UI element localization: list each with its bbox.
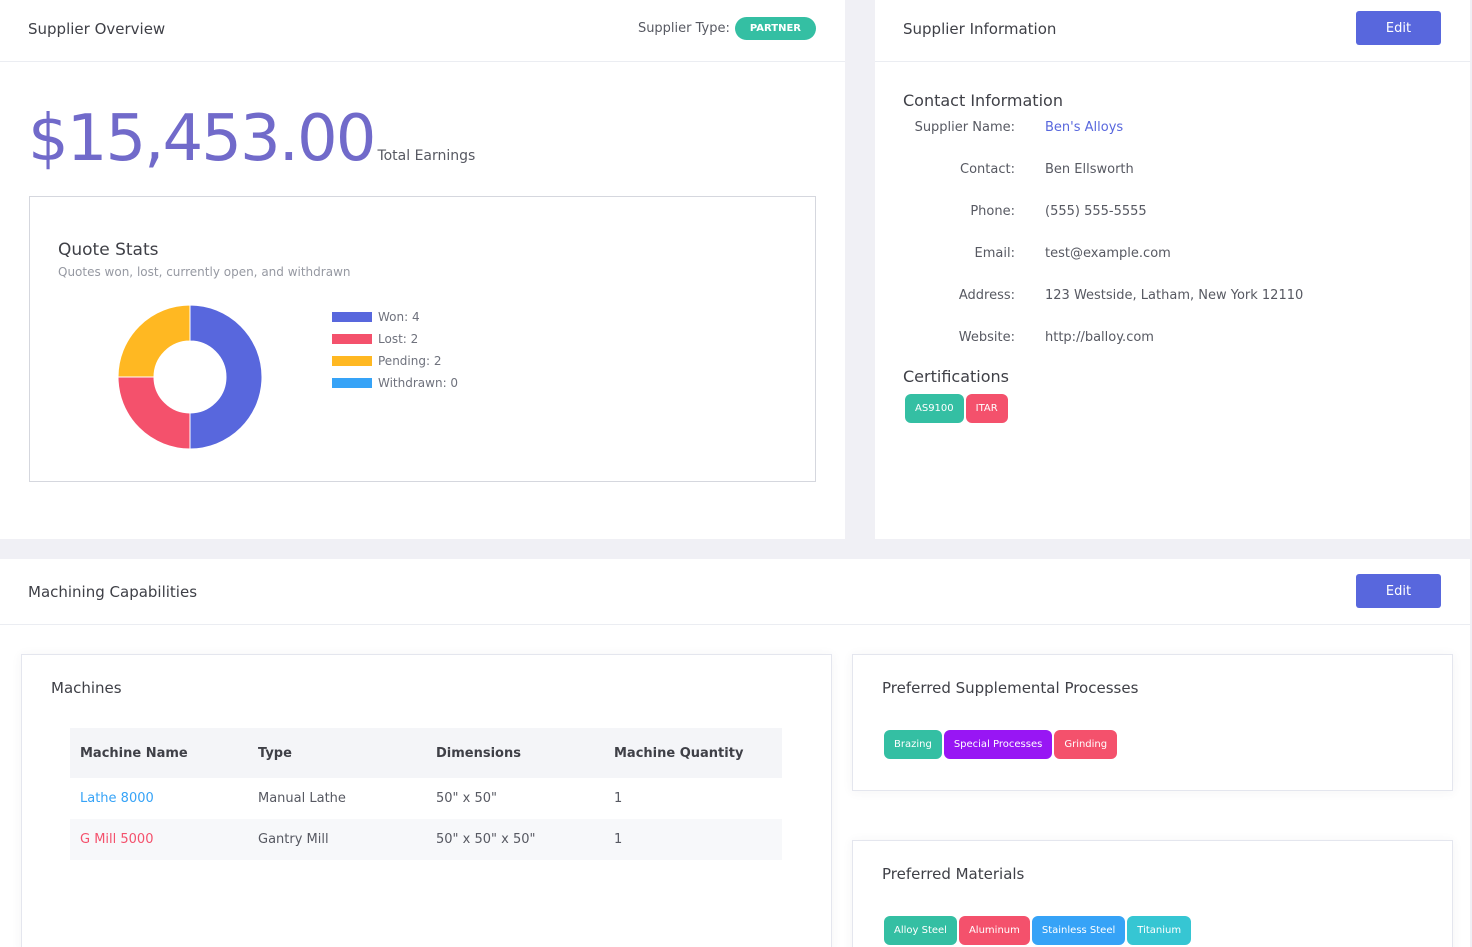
legend-swatch	[332, 312, 372, 322]
machine-type-cell: Gantry Mill	[248, 819, 426, 860]
column-header: Machine Name	[70, 728, 248, 778]
contact-field-value[interactable]: Ben's Alloys	[1045, 120, 1124, 135]
donut-slice-pending	[117, 304, 191, 378]
panel-title: Supplier Information	[903, 20, 1057, 38]
total-earnings-amount: $15,453.00	[28, 102, 376, 176]
donut-slice-won	[189, 304, 263, 450]
contact-field-row: Supplier Name: Ben's Alloys	[875, 120, 1470, 140]
material-badge: Aluminum	[958, 916, 1030, 945]
machines-card: Machines Machine Name Type Dimensions Ma…	[21, 654, 832, 947]
quote-stats-subtitle: Quotes won, lost, currently open, and wi…	[58, 265, 351, 279]
contact-fields: Supplier Name: Ben's Alloys Contact: Ben El…	[875, 120, 1470, 360]
material-badge: Titanium	[1127, 916, 1192, 945]
column-header: Type	[248, 728, 426, 778]
material-badge: Stainless Steel	[1031, 916, 1126, 945]
table-row: Lathe 8000 Manual Lathe 50" x 50" 1	[70, 778, 782, 819]
contact-field-label: Phone:	[970, 204, 1015, 219]
edit-capabilities-button[interactable]: Edit	[1356, 574, 1441, 608]
contact-field-value: Ben Ellsworth	[1045, 162, 1134, 177]
machine-name-cell[interactable]: G Mill 5000	[70, 819, 248, 860]
supplier-type-badge: PARTNER	[734, 17, 816, 40]
machine-quantity-cell: 1	[614, 791, 623, 806]
legend-label: Pending: 2	[378, 354, 442, 368]
machines-table: Machine Name Type Dimensions Machine Qua…	[70, 728, 782, 860]
certifications-list: AS9100 ITAR	[905, 394, 1010, 423]
processes-card: Preferred Supplemental Processes Brazing…	[852, 654, 1453, 791]
legend-swatch	[332, 356, 372, 366]
processes-list: Brazing Special Processes Grinding	[884, 730, 1119, 759]
contact-field-value: (555) 555-5555	[1045, 204, 1147, 219]
materials-card: Preferred Materials Alloy Steel Aluminum S…	[852, 840, 1453, 947]
quote-stats-title: Quote Stats	[58, 240, 159, 260]
supplier-information-panel: Supplier Information Edit Contact Inform…	[875, 0, 1470, 539]
total-earnings-label: Total Earnings	[377, 148, 476, 164]
panel-title: Supplier Overview	[28, 20, 166, 38]
contact-field-row: Email: test@example.com	[875, 246, 1470, 266]
legend-swatch	[332, 378, 372, 388]
column-header: Dimensions	[426, 728, 604, 778]
table-row: G Mill 5000 Gantry Mill 50" x 50" x 50" 1	[70, 819, 782, 860]
materials-list: Alloy Steel Aluminum Stainless Steel Titani…	[884, 916, 1193, 945]
table-header-row: Machine Name Type Dimensions Machine Qua…	[70, 728, 782, 778]
legend-label: Won: 4	[378, 310, 420, 324]
contact-field-value: 123 Westside, Latham, New York 12110	[1045, 288, 1304, 303]
contact-field-label: Supplier Name:	[914, 120, 1015, 135]
machine-dimensions-cell: 50" x 50"	[436, 791, 498, 806]
contact-field-value: http://balloy.com	[1045, 330, 1154, 345]
supplier-type-label: Supplier Type:	[637, 21, 730, 36]
certification-badge: ITAR	[965, 394, 1008, 423]
contact-field-label: Website:	[958, 330, 1015, 345]
material-badge: Alloy Steel	[884, 916, 957, 945]
legend-swatch	[332, 334, 372, 344]
machine-name-cell[interactable]: Lathe 8000	[80, 791, 154, 806]
contact-field-label: Address:	[958, 288, 1015, 303]
processes-title: Preferred Supplemental Processes	[882, 679, 1139, 697]
donut-slice-lost	[117, 376, 191, 450]
contact-field-row: Phone: (555) 555-5555	[875, 204, 1470, 224]
machines-title: Machines	[51, 679, 122, 697]
certifications-heading: Certifications	[903, 367, 1009, 386]
panel-header: Machining Capabilities Edit	[0, 559, 1470, 625]
contact-field-row: Contact: Ben Ellsworth	[875, 162, 1470, 182]
quote-stats-donut-chart	[117, 304, 263, 450]
machine-dimensions-cell: 50" x 50" x 50"	[426, 819, 604, 860]
legend-item: Won: 4	[332, 309, 420, 325]
column-header: Machine Quantity	[604, 728, 782, 778]
machines-table-body: Lathe 8000 Manual Lathe 50" x 50" 1 G Mill 5…	[70, 778, 782, 860]
legend-item: Lost: 2	[332, 331, 418, 347]
machine-quantity-cell: 1	[604, 819, 782, 860]
quote-stats-legend: Won: 4 Lost: 2 Pending: 2 Withdrawn: 0	[332, 309, 532, 399]
legend-label: Lost: 2	[378, 332, 419, 346]
contact-field-label: Contact:	[960, 162, 1015, 177]
legend-item: Withdrawn: 0	[332, 375, 458, 391]
quote-stats-card: Quote Stats Quotes won, lost, currently …	[29, 196, 816, 482]
contact-field-label: Email:	[974, 246, 1015, 261]
panel-header: Supplier Overview Supplier Type: PARTNER	[0, 0, 845, 62]
certification-badge: AS9100	[905, 394, 964, 423]
machine-type-cell: Manual Lathe	[258, 791, 346, 806]
edit-supplier-info-button[interactable]: Edit	[1356, 11, 1441, 45]
contact-field-value: test@example.com	[1045, 246, 1171, 261]
process-badge: Brazing	[884, 730, 942, 759]
legend-label: Withdrawn: 0	[378, 376, 459, 390]
machining-capabilities-panel: Machining Capabilities Edit Machines Mac…	[0, 559, 1470, 947]
total-earnings: $15,453.00 Total Earnings	[28, 102, 475, 176]
legend-item: Pending: 2	[332, 353, 441, 369]
contact-heading: Contact Information	[903, 91, 1063, 110]
materials-title: Preferred Materials	[882, 865, 1025, 883]
supplier-type: Supplier Type: PARTNER	[638, 17, 816, 40]
contact-field-row: Address: 123 Westside, Latham, New York 1…	[875, 288, 1470, 308]
supplier-overview-panel: Supplier Overview Supplier Type: PARTNER…	[0, 0, 845, 539]
process-badge: Special Processes	[943, 730, 1053, 759]
panel-header: Supplier Information Edit	[875, 0, 1470, 62]
contact-field-row: Website: http://balloy.com	[875, 330, 1470, 350]
panel-title: Machining Capabilities	[28, 583, 198, 601]
process-badge: Grinding	[1054, 730, 1118, 759]
